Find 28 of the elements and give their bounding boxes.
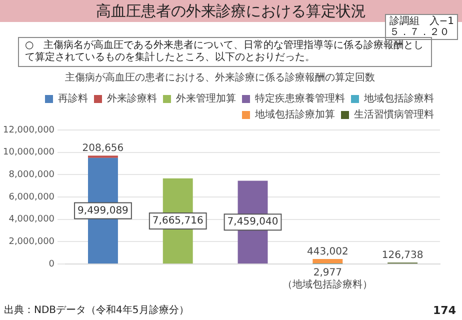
chart-title: 高血圧患者の外来診療における算定状況 [96,2,366,20]
legend-label: 特定疾患療養管理料 [255,92,345,105]
legend-label: 外来管理加算 [176,92,236,105]
data-label: 7,459,040 [227,216,278,228]
y-tick-label: 12,000,000 [3,125,55,136]
data-label: 9,499,089 [78,205,128,216]
text: （地域包括診療料） [282,278,373,291]
legend-label: 外来診療料 [107,92,157,105]
source-note: 出典：NDBデータ（令和4年5月診療分） [4,304,189,317]
legend-label: 地域包括診療料 [363,92,434,105]
text: 診調組 入−1 ５．７．２０ [385,14,458,40]
y-tick-label: 2,000,000 [8,237,55,248]
y-tick-label: 4,000,000 [8,214,55,225]
legend-label: 地域包括診療加算 [254,108,335,121]
data-label: 126,738 [382,250,424,262]
data-label: 443,002 [306,246,348,258]
text: 主傷病が高血圧の患者における、外来診療に係る診療報酬の算定回数 [65,72,375,84]
y-tick-label: 6,000,000 [8,192,55,202]
data-label: 208,656 [82,143,124,154]
data-label: 2,977 [313,268,342,279]
legend-label: 生活習慣病管理料 [354,108,434,121]
text: 174 [433,304,456,317]
y-tick-label: 0 [48,259,55,270]
chart-subtitle: ○ 主傷病名が高血圧である外来患者について、日常的な管理指導等に係る診療報酬として算定されているものを集計したところ、以下のとおりだった。 [18,37,432,67]
y-tick-label: 10,000,000 [3,148,55,158]
legend-label: 再診料 [58,92,88,105]
data-label: 7,665,716 [152,216,204,227]
y-tick-label: 8,000,000 [8,170,55,180]
